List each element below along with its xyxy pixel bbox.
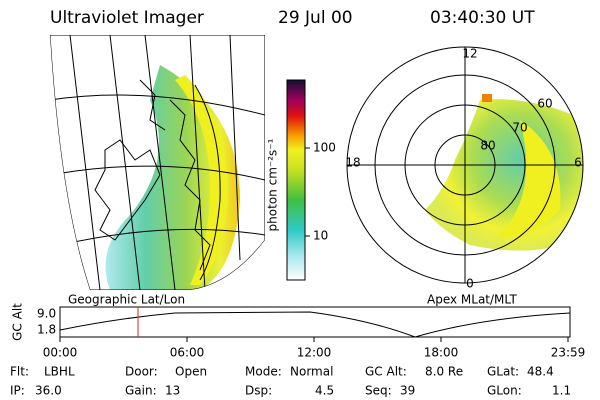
title: Ultraviolet Imager	[50, 8, 204, 28]
status-label: Flt:	[10, 365, 29, 379]
alt-x-tick-label: 00:00	[43, 346, 78, 360]
colorbar-tick-label: 10	[313, 229, 328, 243]
left-caption: Geographic Lat/Lon	[68, 293, 185, 307]
date: 29 Jul 00	[278, 8, 353, 28]
alt-y-tick-label: 9.0	[37, 307, 56, 321]
mlt-label: 12	[462, 47, 477, 61]
polar-grid	[346, 46, 584, 284]
status-value: 13	[165, 384, 180, 398]
mlt-label: 18	[345, 156, 360, 170]
status-value: 8.0 Re	[425, 365, 463, 379]
mlat-label: 80	[480, 139, 495, 153]
status-value: LBHL	[44, 365, 75, 379]
status-label: Dsp:	[245, 384, 272, 398]
status-value: 39	[400, 384, 415, 398]
right-caption: Apex MLat/MLT	[427, 293, 517, 307]
colorbar-tick-label: 100	[313, 141, 336, 155]
status-value: Open	[175, 365, 207, 379]
status-value: 36.0	[35, 384, 62, 398]
alt-x-tick-label: 23:59	[551, 346, 586, 360]
polar-image	[425, 94, 583, 251]
status-label: GLon:	[487, 384, 522, 398]
alt-y-tick-label: 1.8	[37, 323, 56, 337]
mlt-label: 6	[574, 156, 582, 170]
alt-x-ticks: 00:00 06:00 12:00 18:00 23:59	[43, 337, 586, 360]
alt-x-tick-label: 06:00	[170, 346, 205, 360]
colorbar-label: photon cm⁻²s⁻¹	[266, 138, 280, 231]
status-panel: Flt: LBHL Door: Open Mode: Normal GC Alt: 8.0 R…	[10, 365, 571, 398]
alt-y-label: GC Alt	[11, 303, 25, 341]
status-value: Normal	[290, 365, 333, 379]
status-label: GLat:	[487, 365, 519, 379]
mlt-label: 0	[466, 277, 474, 291]
mlat-label: 70	[512, 121, 527, 135]
status-label: IP:	[10, 384, 25, 398]
alt-x-tick-label: 12:00	[297, 346, 332, 360]
mlat-label: 60	[537, 97, 552, 111]
colorbar	[286, 79, 306, 281]
status-value: 4.5	[315, 384, 334, 398]
status-value: 1.1	[552, 384, 571, 398]
status-value: 48.4	[527, 365, 554, 379]
status-label: GC Alt:	[365, 365, 407, 379]
time: 03:40:30 UT	[430, 8, 535, 28]
status-label: Gain:	[125, 384, 157, 398]
geographic-image	[50, 35, 265, 290]
altitude-frame	[59, 306, 571, 338]
status-label: Mode:	[245, 365, 282, 379]
altitude-curve	[59, 311, 571, 338]
status-label: Door:	[125, 365, 158, 379]
alt-x-tick-label: 18:00	[424, 346, 459, 360]
status-label: Seq:	[365, 384, 392, 398]
